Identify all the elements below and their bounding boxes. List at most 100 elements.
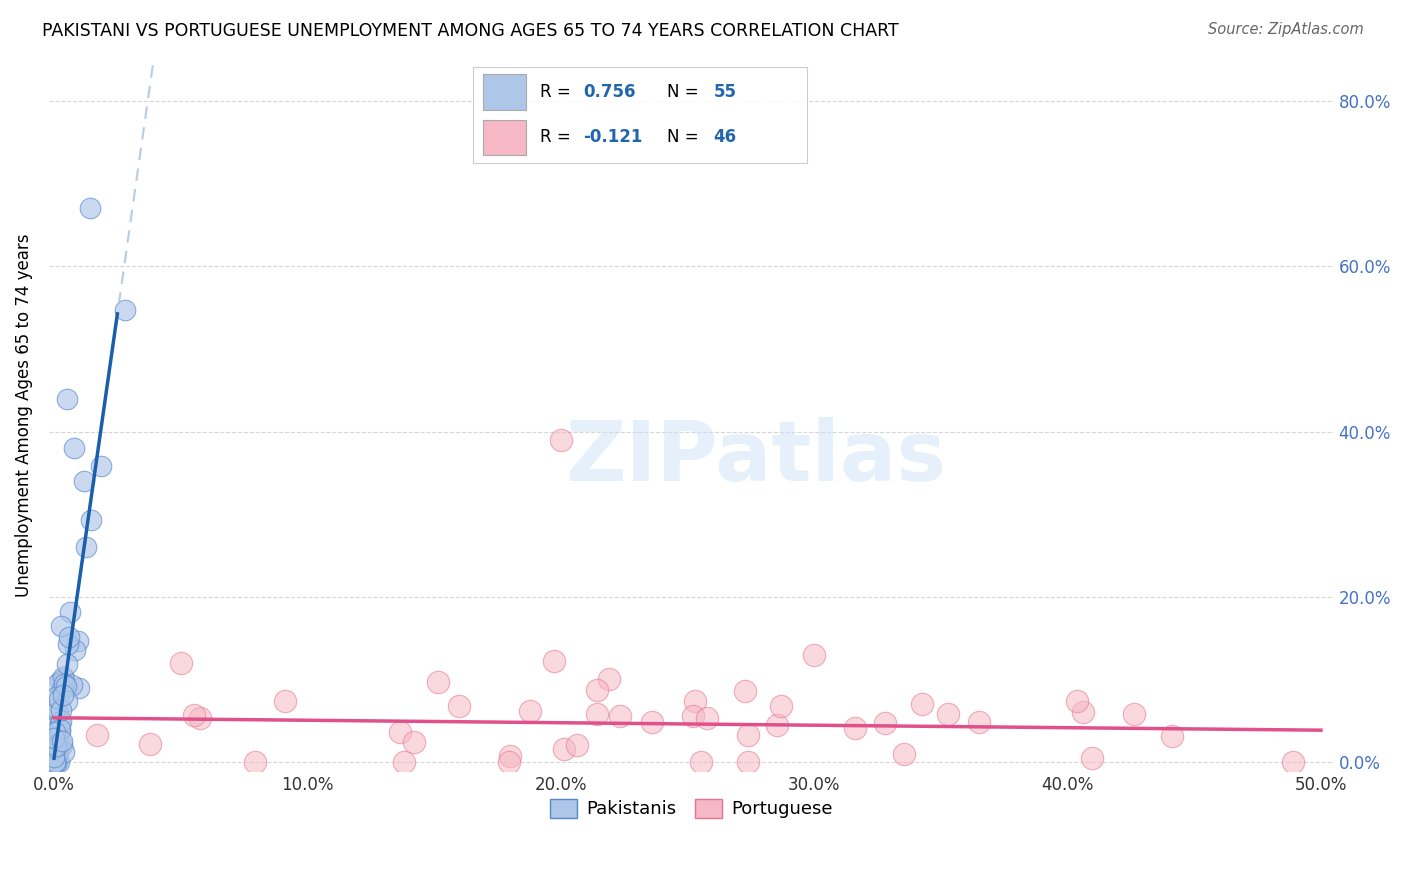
Point (75, 540, 97, 554)
Point (1160, 729, 1182, 743)
Point (243, 756, 266, 770)
Point (875, 715, 897, 730)
Point (565, 738, 588, 752)
Point (803, 648, 825, 662)
Point (52, 676, 75, 690)
Point (48, 692, 70, 706)
Point (737, 728, 759, 742)
Point (51, 738, 73, 752)
Point (44, 740, 66, 755)
Point (44, 750, 66, 764)
Point (44, 756, 66, 770)
Point (936, 707, 959, 722)
Point (51, 682, 73, 697)
Point (73, 475, 96, 489)
Point (49, 717, 72, 731)
Point (1123, 707, 1146, 722)
Point (46, 739, 69, 753)
Point (52, 745, 75, 759)
Point (844, 721, 866, 735)
Point (183, 708, 205, 723)
Point (543, 654, 565, 668)
Point (90, 459, 112, 474)
Point (402, 734, 425, 748)
Y-axis label: Unemployment Among Ages 65 to 74 years: Unemployment Among Ages 65 to 74 years (15, 234, 32, 597)
Point (49, 619, 72, 633)
Point (48, 739, 70, 753)
Point (737, 756, 759, 770)
Point (893, 747, 915, 762)
Point (911, 697, 934, 711)
Point (1081, 751, 1104, 765)
Point (585, 683, 607, 698)
Point (49, 714, 72, 728)
Point (56, 637, 79, 651)
Point (519, 704, 541, 718)
Text: Source: ZipAtlas.com: Source: ZipAtlas.com (1208, 22, 1364, 37)
Text: ZIPatlas: ZIPatlas (565, 417, 946, 499)
Point (689, 756, 711, 770)
Point (55, 679, 77, 693)
Point (392, 756, 415, 770)
Point (63, 441, 86, 455)
Point (1071, 705, 1094, 719)
Point (114, 302, 136, 317)
Point (45, 741, 67, 756)
Point (498, 756, 520, 770)
Point (609, 709, 631, 723)
Point (56, 694, 79, 708)
Point (60, 678, 83, 692)
Point (69, 681, 91, 695)
Point (63, 643, 86, 657)
Point (51, 734, 73, 748)
Legend: Pakistanis, Portuguese: Pakistanis, Portuguese (543, 792, 839, 826)
Point (696, 710, 718, 724)
Point (734, 683, 756, 698)
Point (389, 724, 412, 739)
Point (170, 656, 193, 670)
Point (49, 703, 72, 717)
Point (44, 731, 66, 746)
Point (969, 714, 991, 729)
Point (682, 709, 704, 723)
Point (1281, 756, 1303, 770)
Point (58, 630, 80, 644)
Point (46, 746, 69, 760)
Point (44, 725, 66, 739)
Point (427, 674, 450, 689)
Point (48, 673, 70, 688)
Point (45, 747, 67, 762)
Point (52, 688, 75, 702)
Point (44, 739, 66, 753)
Point (55, 392, 77, 406)
Point (66, 633, 89, 648)
Point (79, 202, 101, 216)
Point (52, 670, 75, 684)
Point (685, 694, 707, 708)
Point (586, 706, 609, 721)
Point (52, 672, 75, 686)
Point (769, 698, 792, 713)
Point (44, 756, 66, 770)
Point (553, 742, 575, 756)
Point (49, 722, 72, 736)
Point (274, 694, 297, 708)
Point (80, 512, 103, 526)
Point (447, 699, 470, 714)
Point (45, 701, 67, 715)
Point (1066, 694, 1088, 708)
Point (46, 706, 69, 720)
Point (550, 433, 572, 447)
Point (59, 605, 82, 619)
Point (640, 714, 662, 729)
Point (766, 718, 789, 732)
Point (86, 728, 108, 742)
Point (45, 756, 67, 770)
Text: PAKISTANI VS PORTUGUESE UNEMPLOYMENT AMONG AGES 65 TO 74 YEARS CORRELATION CHART: PAKISTANI VS PORTUGUESE UNEMPLOYMENT AMO… (42, 22, 898, 40)
Point (499, 749, 522, 764)
Point (44, 719, 66, 733)
Point (48, 756, 70, 770)
Point (56, 657, 79, 672)
Point (46, 677, 69, 691)
Point (44, 755, 66, 769)
